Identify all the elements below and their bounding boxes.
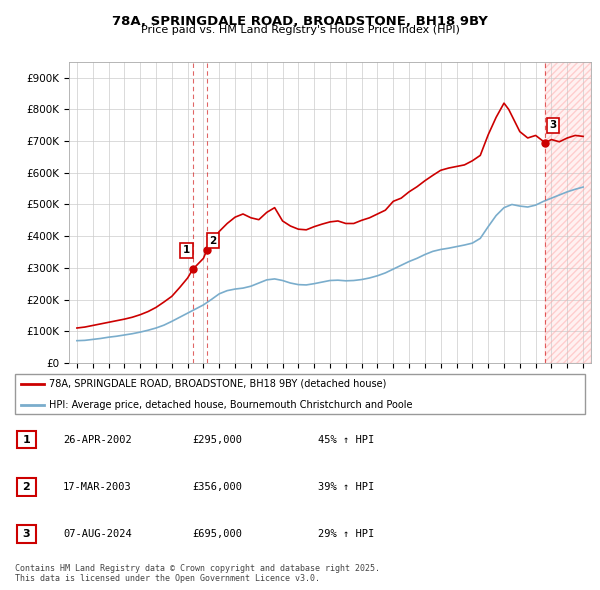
Text: 07-AUG-2024: 07-AUG-2024 — [63, 529, 132, 539]
Text: 17-MAR-2003: 17-MAR-2003 — [63, 482, 132, 491]
Text: 26-APR-2002: 26-APR-2002 — [63, 435, 132, 444]
Text: 3: 3 — [23, 529, 30, 539]
FancyBboxPatch shape — [17, 431, 36, 448]
Text: 78A, SPRINGDALE ROAD, BROADSTONE, BH18 9BY (detached house): 78A, SPRINGDALE ROAD, BROADSTONE, BH18 9… — [49, 379, 387, 389]
Text: 1: 1 — [23, 435, 30, 444]
Text: 1: 1 — [183, 245, 190, 255]
FancyBboxPatch shape — [15, 374, 584, 414]
Text: Contains HM Land Registry data © Crown copyright and database right 2025.
This d: Contains HM Land Registry data © Crown c… — [15, 563, 380, 583]
Bar — [545, 62, 591, 363]
Text: 45% ↑ HPI: 45% ↑ HPI — [318, 435, 374, 444]
Text: 3: 3 — [550, 120, 557, 130]
Text: 2: 2 — [23, 482, 30, 491]
Text: £695,000: £695,000 — [192, 529, 242, 539]
Text: 78A, SPRINGDALE ROAD, BROADSTONE, BH18 9BY: 78A, SPRINGDALE ROAD, BROADSTONE, BH18 9… — [112, 15, 488, 28]
Text: Price paid vs. HM Land Registry's House Price Index (HPI): Price paid vs. HM Land Registry's House … — [140, 25, 460, 35]
Text: 39% ↑ HPI: 39% ↑ HPI — [318, 482, 374, 491]
Text: £356,000: £356,000 — [192, 482, 242, 491]
Bar — [545, 62, 591, 363]
Text: 29% ↑ HPI: 29% ↑ HPI — [318, 529, 374, 539]
Text: HPI: Average price, detached house, Bournemouth Christchurch and Poole: HPI: Average price, detached house, Bour… — [49, 400, 413, 410]
FancyBboxPatch shape — [17, 525, 36, 543]
Text: £295,000: £295,000 — [192, 435, 242, 444]
Text: 2: 2 — [209, 235, 217, 245]
FancyBboxPatch shape — [17, 478, 36, 496]
